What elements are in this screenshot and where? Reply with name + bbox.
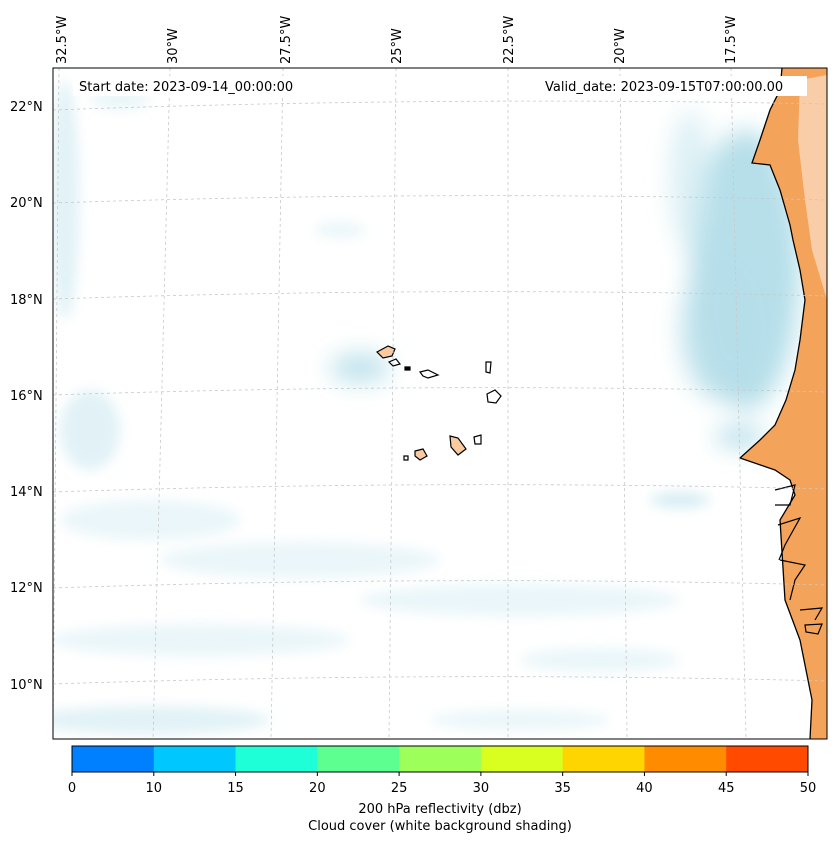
colorbar-tick-label: 0 bbox=[68, 781, 76, 796]
land-fill-mauritania-senegal bbox=[740, 68, 827, 739]
colorbar-tick-label: 35 bbox=[554, 781, 571, 796]
lon-tick-label: 22.5°W bbox=[502, 16, 517, 64]
island-sao-nicolau bbox=[418, 369, 440, 379]
latitude-axis: 22°N 20°N 18°N 16°N 14°N 12°N 10°N bbox=[10, 100, 43, 693]
lon-tick-label: 30°W bbox=[166, 28, 181, 64]
colorbar-tick-label: 20 bbox=[309, 781, 326, 796]
colorbar-segment bbox=[480, 746, 564, 772]
island-sao-vicente bbox=[387, 358, 402, 367]
lat-tick-label: 10°N bbox=[10, 678, 43, 693]
lat-tick-label: 22°N bbox=[10, 100, 43, 115]
island-boa-vista bbox=[486, 389, 502, 404]
lon-tick-label: 27.5°W bbox=[279, 16, 294, 64]
colorbar-segment bbox=[726, 746, 809, 772]
colorbar-tick-label: 45 bbox=[718, 781, 735, 796]
land-west-africa bbox=[738, 68, 827, 739]
colorbar-tick-label: 10 bbox=[146, 781, 163, 796]
colorbar-tick-label: 15 bbox=[227, 781, 244, 796]
longitude-axis: 32.5°W 30°W 27.5°W 25°W 22.5°W 20°W 17.5… bbox=[55, 16, 739, 64]
colorbar-frame bbox=[71, 745, 809, 773]
valid-date-label: Valid_date: 2023-09-15T07:00:00.00 bbox=[545, 80, 783, 95]
colorbar-tick-label: 25 bbox=[391, 781, 408, 796]
island-santo-antao bbox=[376, 345, 396, 359]
cloud-cover-shading bbox=[53, 80, 710, 734]
lat-tick-label: 14°N bbox=[10, 485, 43, 500]
colorbar-ticks: 0 10 15 20 25 30 35 40 45 50 bbox=[68, 772, 816, 796]
colorbar-segment bbox=[644, 746, 727, 772]
lon-tick-label: 17.5°W bbox=[724, 16, 739, 64]
colorbar-tick-label: 30 bbox=[473, 781, 490, 796]
colorbar-segments bbox=[72, 746, 809, 772]
colorbar-subtitle: Cloud cover (white background shading) bbox=[308, 819, 572, 834]
start-date-annotation: Start date: 2023-09-14_00:00:00 bbox=[73, 76, 315, 96]
coastal-cloud-band bbox=[330, 110, 800, 447]
colorbar-segment bbox=[235, 746, 318, 772]
lat-tick-label: 16°N bbox=[10, 389, 43, 404]
colorbar-segment bbox=[72, 746, 155, 772]
coastline-detail bbox=[774, 484, 824, 635]
colorbar-segment bbox=[317, 746, 400, 772]
lon-tick-label: 20°W bbox=[613, 28, 628, 64]
colorbar: 0 10 15 20 25 30 35 40 45 50 200 hPa reflectivity… bbox=[68, 745, 816, 834]
lat-tick-label: 12°N bbox=[10, 581, 43, 596]
gridlines bbox=[53, 68, 827, 739]
lat-tick-label: 18°N bbox=[10, 293, 43, 308]
map-frame bbox=[52, 67, 828, 740]
land-fill-inland-light bbox=[798, 75, 827, 300]
colorbar-segment bbox=[153, 746, 237, 772]
cape-verde-islands bbox=[376, 345, 502, 461]
island-sal bbox=[485, 361, 492, 374]
colorbar-segment bbox=[562, 746, 645, 772]
lon-tick-label: 25°W bbox=[390, 28, 405, 64]
map-panel: Start date: 2023-09-14_00:00:00 Valid_da… bbox=[52, 67, 828, 740]
valid-date-annotation: Valid_date: 2023-09-15T07:00:00.00 bbox=[540, 76, 807, 96]
colorbar-title: 200 hPa reflectivity (dbz) bbox=[358, 802, 521, 817]
lat-tick-label: 20°N bbox=[10, 196, 43, 211]
colorbar-tick-label: 40 bbox=[636, 781, 653, 796]
lon-tick-label: 32.5°W bbox=[55, 16, 70, 64]
coastline bbox=[738, 68, 813, 739]
colorbar-tick-label: 50 bbox=[800, 781, 817, 796]
island-maio bbox=[473, 434, 482, 445]
start-date-label: Start date: 2023-09-14_00:00:00 bbox=[79, 80, 293, 95]
island-brava bbox=[403, 455, 409, 461]
island-santa-luzia bbox=[404, 366, 411, 371]
island-fogo bbox=[414, 448, 428, 461]
colorbar-segment bbox=[399, 746, 482, 772]
island-santiago bbox=[449, 435, 467, 456]
